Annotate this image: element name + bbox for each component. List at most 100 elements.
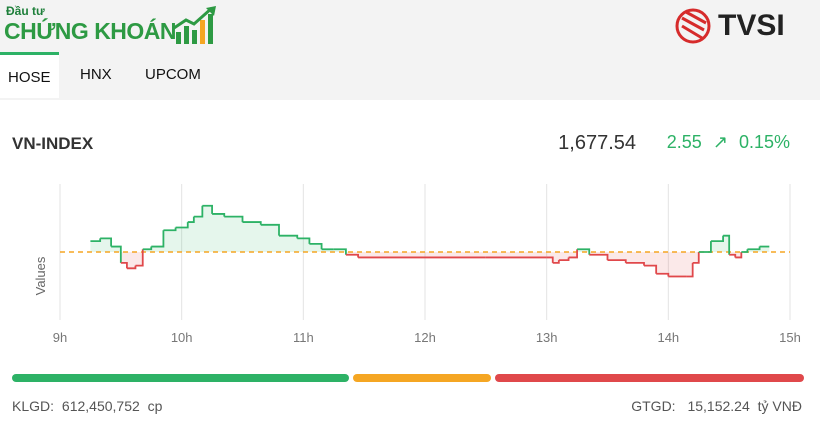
value-unit: tỷ VNĐ [757, 398, 802, 414]
price-segment [558, 257, 570, 262]
index-value: 1,677.54 [558, 132, 636, 154]
price-segment [120, 261, 128, 269]
volume-label: KLGD: [12, 398, 55, 414]
area-segment [224, 216, 243, 252]
price-segment [111, 245, 122, 263]
area-segment [163, 230, 176, 252]
area-segment [668, 252, 681, 277]
area-segment [100, 238, 112, 252]
price-segment [100, 237, 112, 247]
price-segment [187, 216, 195, 223]
price-segment [568, 249, 578, 259]
area-segment [485, 252, 547, 258]
x-axis-ticks: 9h 10h 11h 12h 13h 14h 15h [53, 330, 801, 345]
area-segment [202, 205, 213, 252]
area-segment [759, 246, 770, 252]
value-summary: GTGD: 15,152.24 tỷ VNĐ [631, 398, 802, 414]
price-segment [546, 256, 554, 263]
price-segment [729, 253, 737, 258]
price-segment [741, 249, 749, 253]
chart-areas [90, 205, 770, 277]
price-segment [698, 241, 712, 253]
tvsi-emblem-icon [675, 8, 711, 44]
area-segment [279, 235, 298, 252]
area-segment [151, 246, 164, 252]
logo-tagline: Đầu tư [6, 4, 45, 18]
volume-value: 612,450,752 [61, 398, 140, 414]
area-segment [187, 222, 194, 252]
area-segment [656, 252, 669, 274]
area-segment [212, 213, 225, 252]
price-segment [260, 223, 280, 236]
y-axis-label: Values [33, 256, 48, 295]
area-segment [710, 241, 724, 252]
price-segment [710, 235, 724, 243]
price-segment [212, 213, 226, 217]
area-segment [680, 252, 687, 277]
intraday-chart[interactable]: Values 9h 10h 11h 12h 13h 14h 15h [0, 176, 820, 366]
price-segment [735, 252, 743, 259]
price-segment [175, 222, 189, 229]
tvsi-logo[interactable]: TVSI [672, 6, 812, 46]
x-tick-label: 14h [657, 330, 679, 345]
value-label: GTGD: [631, 398, 676, 414]
price-segment [644, 264, 658, 274]
price-segment [747, 246, 761, 251]
area-segment [607, 252, 626, 261]
price-segment [345, 253, 359, 258]
bar-advancing [12, 374, 349, 382]
x-tick-label: 10h [171, 330, 193, 345]
area-segment [309, 243, 322, 252]
chart-bars-icon [173, 6, 216, 44]
bar-unchanged [352, 374, 492, 382]
area-segment [558, 252, 569, 261]
area-segment [193, 216, 203, 252]
tab-hose[interactable]: HOSE [0, 52, 59, 98]
area-segment [546, 252, 553, 258]
index-panel: VN-INDEX 1,677.54 2.55 ↗ 0.15% Values 9h… [0, 100, 820, 430]
x-tick-label: 11h [293, 330, 314, 345]
price-segment [163, 227, 177, 232]
trend-up-icon: ↗ [712, 132, 728, 152]
index-change-percent: 0.15% [738, 132, 790, 152]
tab-upcom[interactable]: UPCOM [145, 66, 201, 83]
tvsi-wordmark: TVSI [718, 9, 785, 42]
price-segment [279, 234, 299, 239]
index-change: 2.55 ↗ 0.15% [667, 132, 790, 153]
price-segment [202, 204, 213, 214]
area-segment [425, 252, 486, 258]
volume-summary: KLGD: 612,450,752 cp [12, 398, 162, 414]
exchange-tabs: HOSE HNX UPCOM [0, 52, 820, 100]
area-segment [568, 252, 578, 258]
price-segment [552, 260, 560, 264]
price-segment [90, 238, 102, 243]
value-amount: 15,152.24 [687, 398, 750, 414]
price-segment [692, 252, 700, 264]
area-segment [692, 252, 699, 263]
area-segment [644, 252, 657, 266]
chungkhoan-logo[interactable]: Đầu tư CHỨNG KHOÁN [4, 2, 224, 48]
area-segment [135, 252, 143, 266]
area-segment [735, 252, 742, 258]
area-segment [242, 222, 261, 252]
area-segment [126, 252, 136, 269]
price-segment [126, 265, 137, 270]
area-segment [90, 241, 101, 252]
area-segment [297, 238, 310, 252]
price-segment [242, 221, 262, 225]
x-tick-label: 12h [414, 330, 436, 345]
area-segment [175, 227, 188, 252]
tab-hnx[interactable]: HNX [80, 66, 112, 83]
price-segment [151, 230, 165, 248]
price-segment [333, 248, 347, 255]
x-tick-label: 13h [536, 330, 558, 345]
index-name: VN-INDEX [12, 134, 94, 153]
x-tick-label: 9h [53, 330, 67, 345]
x-tick-label: 15h [779, 330, 801, 345]
area-segment [120, 252, 127, 263]
price-segment [625, 261, 645, 266]
price-segment [309, 242, 323, 250]
area-segment [358, 252, 425, 258]
area-segment [111, 246, 121, 252]
chart-lines [90, 204, 770, 278]
